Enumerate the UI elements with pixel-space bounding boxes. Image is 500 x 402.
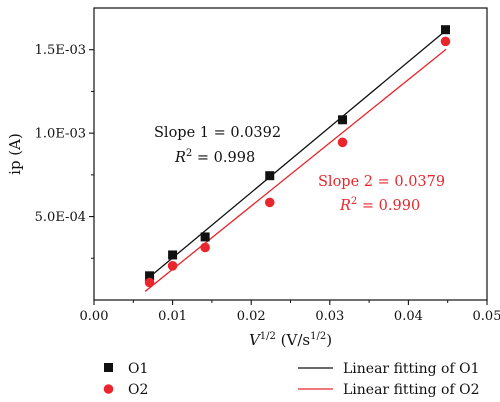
x-tick-label: 0.02 — [237, 309, 266, 324]
slope-2-label: Slope 2 = 0.0379 — [318, 174, 445, 190]
o1-point — [440, 25, 450, 35]
fit-line-1 — [144, 29, 447, 282]
x-tick-label: 0.01 — [158, 309, 187, 324]
o2-point — [264, 197, 275, 208]
y-tick-label: 5.0E-04 — [35, 210, 86, 225]
o2-point — [200, 242, 210, 253]
o1-point — [145, 271, 155, 281]
o2-point — [167, 260, 178, 271]
slope-1-label: Slope 1 = 0.0392 — [154, 125, 281, 141]
legend-o2-marker — [103, 384, 114, 394]
plot-frame — [93, 7, 488, 301]
x-axis-title: V1/2 (V/s1/2) — [249, 331, 332, 349]
x-tick-label: 0.05 — [473, 309, 500, 324]
plot-area — [93, 7, 488, 301]
o1-point — [338, 115, 348, 125]
o2-point — [440, 36, 451, 47]
legend: O1 O2 Linear fitting of O1 Linear fitting o… — [103, 361, 480, 398]
legend-fit2-label: Linear fitting of O2 — [343, 382, 480, 398]
o1-point — [265, 171, 275, 181]
y-axis-title: ip (A) — [6, 133, 24, 175]
annotations: Slope 1 = 0.0392 R2 = 0.998 Slope 2 = 0.03… — [154, 125, 445, 214]
y-tick-label: 1.0E-03 — [35, 127, 86, 142]
o1-point — [168, 250, 178, 260]
r2-2-label: R2 = 0.990 — [339, 196, 420, 214]
legend-o1-marker — [104, 363, 113, 372]
x-tick-label: 0.00 — [80, 309, 109, 324]
legend-o1-label: O1 — [128, 361, 148, 377]
x-tick-label: 0.04 — [394, 309, 423, 324]
legend-o2-label: O2 — [128, 382, 148, 398]
x-tick-label: 0.03 — [315, 309, 344, 324]
fit-line-2 — [144, 48, 447, 292]
r2-1-label: R2 = 0.998 — [174, 148, 255, 166]
axes: 0.00 0.01 0.02 0.03 0.04 0.05 5.0E-04 1.0E-03 1.… — [6, 43, 500, 349]
o2-point — [144, 277, 155, 288]
o1-point — [200, 232, 210, 242]
o2-point — [337, 137, 348, 148]
legend-fit1-label: Linear fitting of O1 — [343, 361, 480, 377]
data-marks — [144, 25, 451, 292]
y-tick-label: 1.5E-03 — [35, 43, 86, 58]
